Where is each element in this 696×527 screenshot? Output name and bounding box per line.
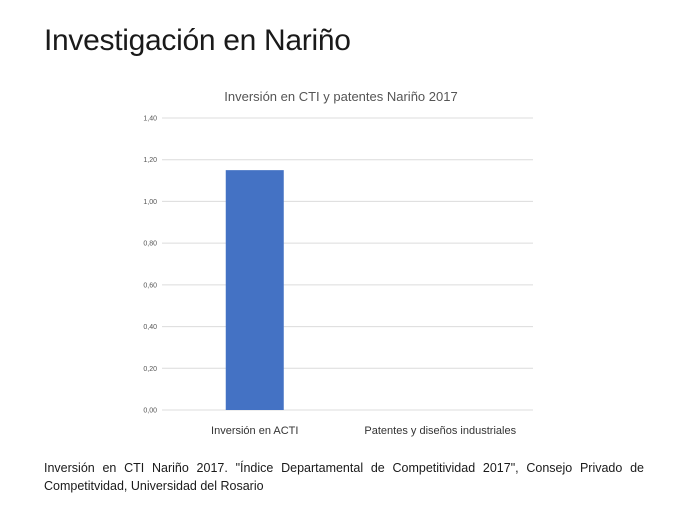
y-tick-label: 0,60 (143, 282, 157, 289)
y-tick-label: 0,80 (143, 241, 157, 248)
chart-title: Inversión en CTI y patentes Nariño 2017 (224, 89, 457, 104)
y-tick-label: 1,20 (143, 157, 157, 164)
y-axis-ticks: 0,00 0,20 0,40 0,60 0,80 1,00 1,20 1,40 (143, 116, 157, 415)
y-tick-label: 1,40 (143, 116, 157, 123)
slide-caption: Inversión en CTI Nariño 2017. "Índice De… (44, 461, 644, 493)
x-axis-categories: Inversión en ACTI Patentes y diseños indu… (211, 425, 517, 437)
bar-1 (225, 170, 284, 410)
x-category-label: Patentes y diseños industriales (364, 425, 516, 437)
bars (225, 170, 284, 410)
y-tick-label: 0,00 (143, 408, 157, 415)
y-tick-label: 0,40 (143, 324, 157, 331)
gridlines (162, 117, 533, 411)
slide-title: Investigación en Nariño (44, 24, 351, 57)
y-tick-label: 1,00 (143, 199, 157, 206)
x-category-label: Inversión en ACTI (211, 425, 298, 437)
y-tick-label: 0,20 (143, 366, 157, 373)
